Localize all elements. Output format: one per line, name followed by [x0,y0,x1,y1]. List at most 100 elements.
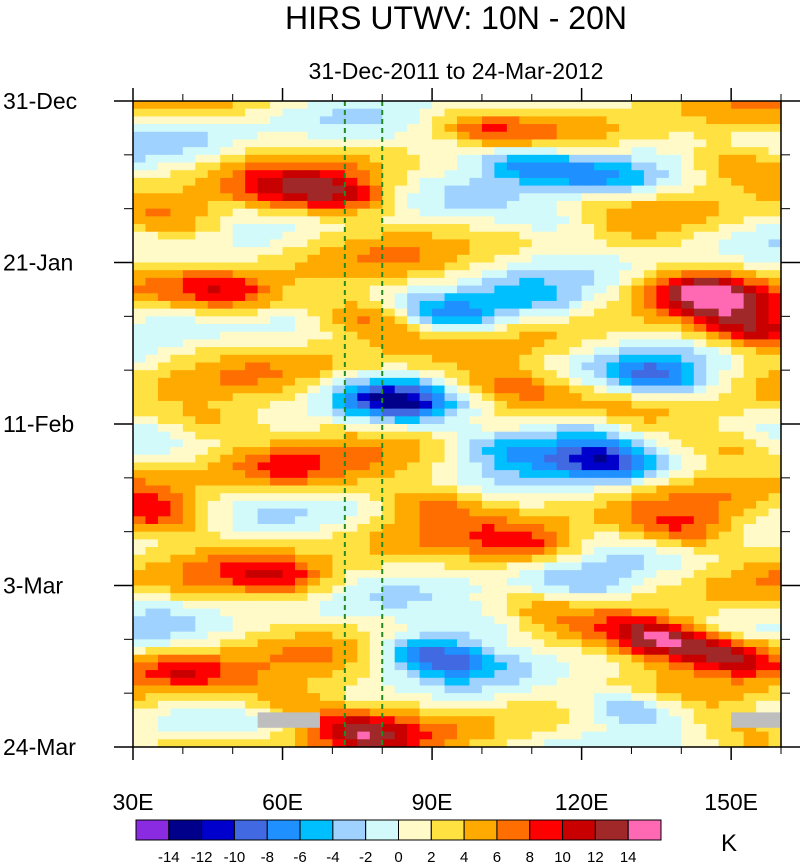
heatmap-cell [768,654,782,664]
heatmap-cell [332,424,346,433]
heatmap-cell [157,147,171,156]
heatmap-cell [656,523,670,533]
heatmap-cell [569,693,583,702]
heatmap-cell [257,324,271,333]
heatmap-cell [232,231,246,241]
heatmap-cell [706,639,720,648]
heatmap-cell [419,208,433,217]
heatmap-cell [668,154,682,164]
heatmap-cell [631,416,645,425]
heatmap-cell [731,685,745,694]
heatmap-cell [257,416,271,425]
heatmap-cell [407,539,421,548]
heatmap-cell [594,262,608,271]
heatmap-cell [544,170,558,179]
heatmap-cell [693,131,707,141]
heatmap-cell [344,447,358,456]
heatmap-cell [145,700,159,710]
heatmap-cell [681,293,695,302]
heatmap-cell [481,739,495,748]
heatmap-cell [220,447,234,456]
heatmap-cell [432,324,446,333]
heatmap-cell [357,316,371,325]
heatmap-cell [457,339,471,348]
heatmap-cell [357,139,371,148]
heatmap-cell [432,547,446,556]
heatmap-cell [606,316,620,325]
heatmap-cell [319,647,333,656]
heatmap-cell [556,300,570,310]
heatmap-cell [444,339,458,348]
heatmap-cell [382,477,396,487]
heatmap-cell [519,224,533,233]
heatmap-cell [394,216,408,225]
heatmap-cell [481,700,495,710]
heatmap-cell [157,285,171,294]
heatmap-cell [581,700,595,710]
heatmap-cell [706,500,720,510]
heatmap-cell [581,216,595,225]
heatmap-cell [295,254,309,264]
heatmap-cell [731,308,745,317]
heatmap-cell [768,331,782,341]
heatmap-cell [731,662,745,671]
heatmap-cell [257,431,271,440]
heatmap-cell [157,708,171,717]
heatmap-cell [556,285,570,294]
heatmap-cell [270,531,284,540]
heatmap-cell [232,508,246,517]
heatmap-cell [432,285,446,294]
heatmap-cell [569,508,583,517]
heatmap-cell [544,700,558,710]
heatmap-cell [681,101,695,110]
heatmap-cell [332,577,346,587]
heatmap-cell [556,485,570,494]
heatmap-cell [133,454,147,464]
heatmap-cell [481,623,495,633]
heatmap-cell [282,623,296,633]
heatmap-cell [344,208,358,217]
heatmap-cell [706,447,720,456]
heatmap-cell [531,547,545,556]
heatmap-cell [382,400,396,410]
heatmap-cell [457,177,471,187]
heatmap-cell [768,670,782,679]
heatmap-cell [270,677,284,687]
heatmap-cell [157,447,171,456]
heatmap-cell [319,508,333,517]
heatmap-cell [506,477,520,487]
heatmap-cell [594,216,608,225]
heatmap-cell [270,370,284,379]
heatmap-cell [469,477,483,487]
heatmap-cell [282,577,296,587]
heatmap-cell [594,685,608,694]
heatmap-cell [270,416,284,425]
heatmap-cell [693,416,707,425]
heatmap-cell [594,339,608,348]
heatmap-cell [494,262,508,271]
heatmap-cell [307,685,321,694]
heatmap-cell [332,662,346,671]
heatmap-cell [631,254,645,264]
heatmap-cell [145,347,159,356]
heatmap-cell [307,531,321,540]
heatmap-cell [369,554,383,564]
heatmap-cell [319,393,333,402]
heatmap-cell [270,139,284,148]
heatmap-cell [581,685,595,694]
heatmap-cell [494,108,508,117]
heatmap-cell [419,447,433,456]
heatmap-cell [743,377,757,387]
heatmap-cell [569,385,583,394]
heatmap-cell [295,470,309,479]
heatmap-cell [481,400,495,410]
heatmap-cell [494,547,508,556]
heatmap-cell [394,585,408,594]
heatmap-cell [544,300,558,310]
heatmap-cell [544,131,558,141]
heatmap-cell [743,424,757,433]
heatmap-cell [407,623,421,633]
heatmap-cell [668,139,682,148]
heatmap-cell [506,447,520,456]
heatmap-cell [631,585,645,594]
